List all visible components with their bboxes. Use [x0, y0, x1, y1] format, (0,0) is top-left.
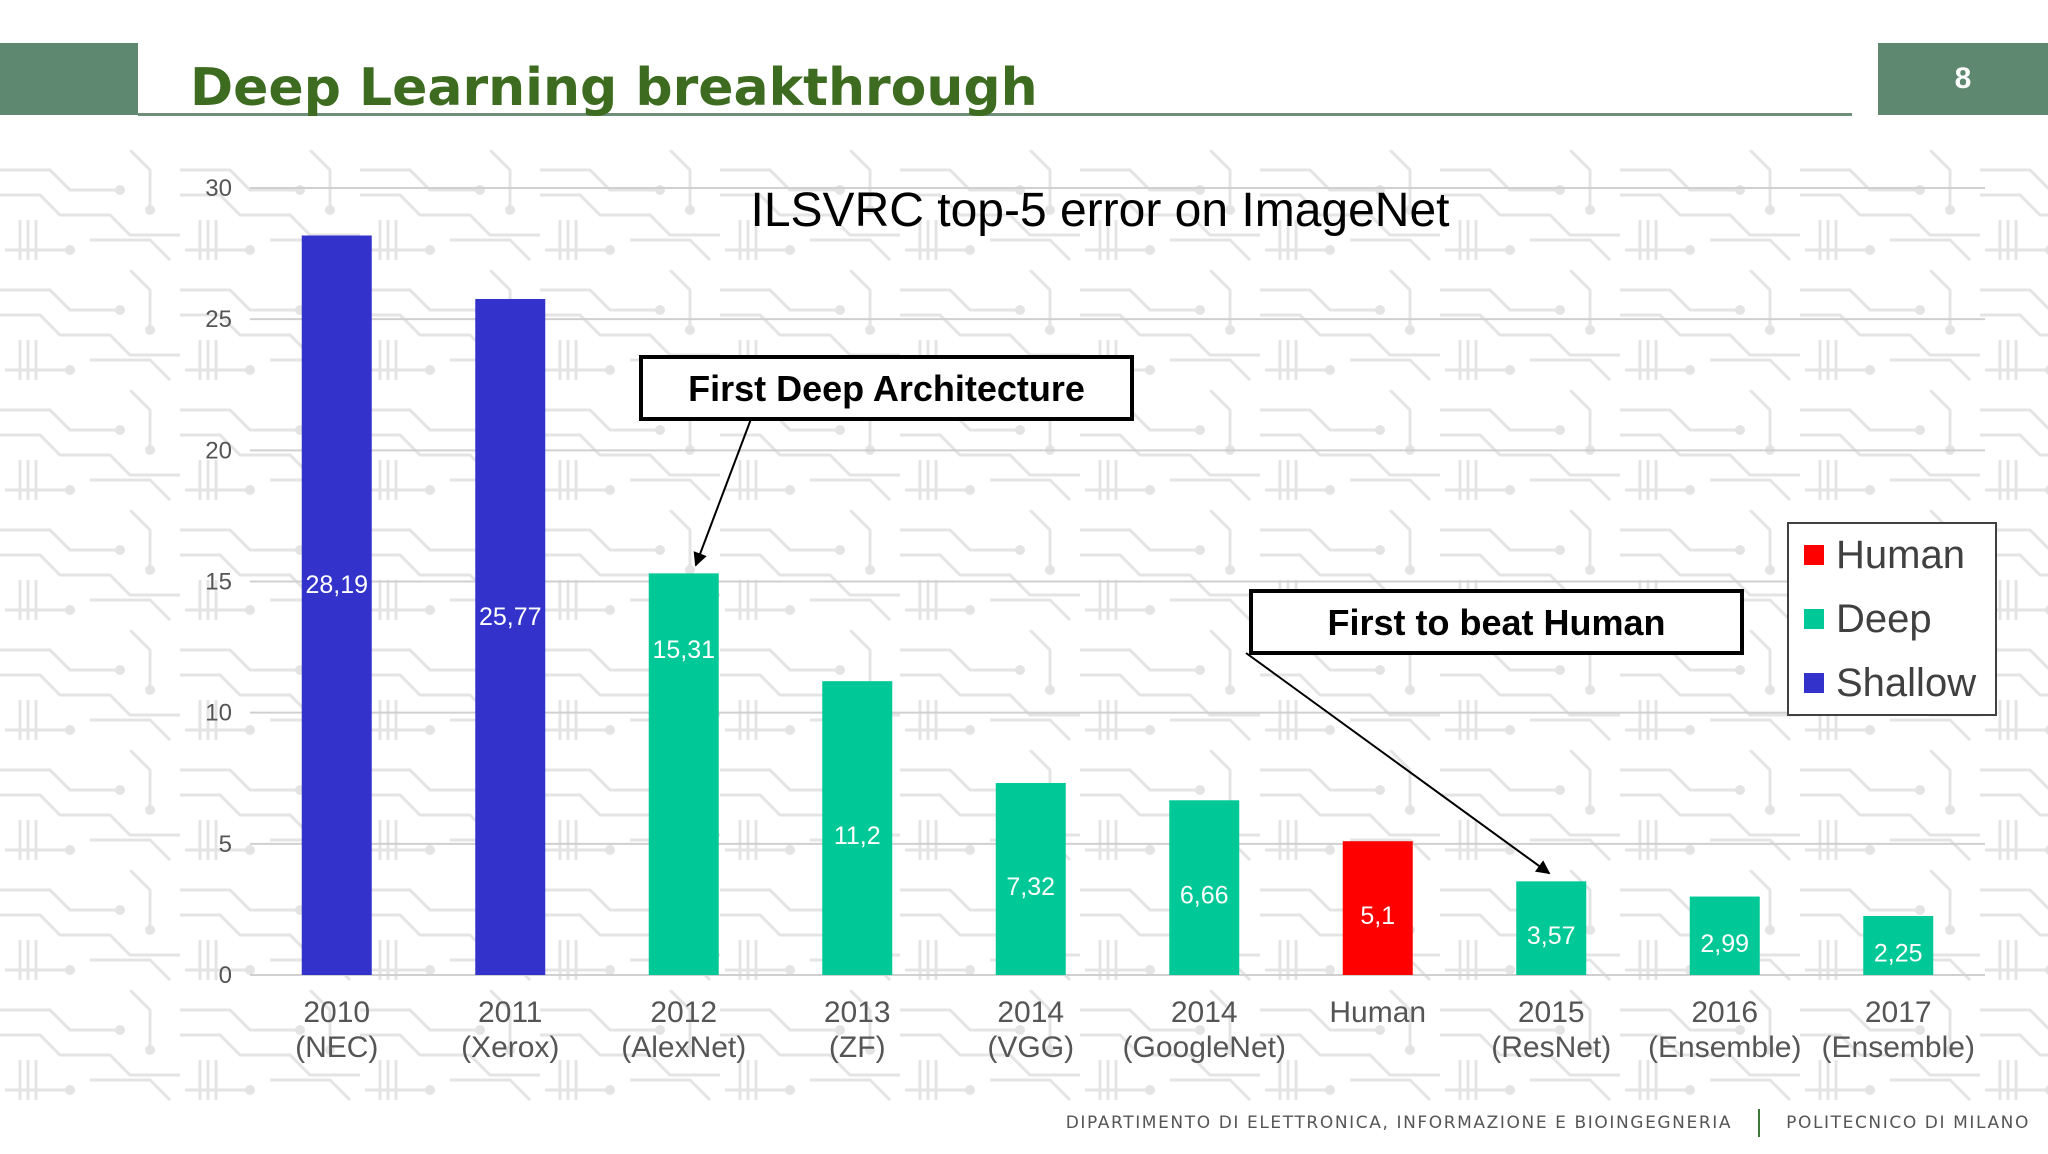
bar [1516, 881, 1587, 975]
y-tick-label: 20 [205, 437, 232, 464]
bar-value-label: 6,66 [1180, 882, 1229, 910]
slide-title: Deep Learning breakthrough [190, 58, 1038, 118]
footer-department: DIPARTIMENTO DI ELETTRONICA, INFORMAZION… [1065, 1113, 1733, 1133]
bar [1863, 915, 1934, 975]
bar-value-label: 2,99 [1700, 930, 1749, 958]
x-tick-label: 2016 [1691, 996, 1758, 1029]
x-tick-sublabel: (Ensemble) [1822, 1031, 1975, 1064]
x-tick-label: 2012 [650, 996, 717, 1029]
legend-label: Human [1836, 533, 1965, 577]
bar [475, 298, 546, 975]
footer-separator [1758, 1109, 1761, 1137]
x-tick-label: 2014 [997, 996, 1064, 1029]
bar [1169, 800, 1240, 975]
annotation-arrow [693, 418, 752, 567]
legend-swatch [1804, 673, 1824, 693]
annotation-label: First to beat Human [1327, 602, 1665, 643]
bar [1342, 841, 1413, 975]
annotation-box [1249, 589, 1744, 655]
header-accent-right [1878, 43, 2048, 115]
x-tick-sublabel: (ZF) [829, 1031, 886, 1064]
y-tick-label: 15 [205, 569, 232, 596]
y-tick-label: 30 [205, 175, 232, 202]
x-tick-sublabel: (VGG) [987, 1031, 1074, 1064]
legend-swatch [1804, 545, 1824, 565]
y-tick-label: 0 [219, 962, 232, 989]
bar-value-label: 11,2 [834, 822, 881, 850]
annotation-label: First Deep Architecture [688, 368, 1085, 409]
bar-value-label: 15,31 [652, 636, 715, 664]
bar-value-label: 2,25 [1874, 939, 1923, 967]
x-tick-label: 2011 [478, 996, 543, 1029]
annotation-box [639, 355, 1134, 421]
chart-title: ILSVRC top-5 error on ImageNet [751, 184, 1450, 237]
bar [995, 782, 1066, 975]
y-tick-label: 5 [219, 831, 232, 858]
x-tick-label: 2015 [1518, 996, 1585, 1029]
bar [648, 573, 719, 975]
footer-institution: POLITECNICO DI MILANO [1786, 1113, 2030, 1133]
header-accent-left [0, 43, 138, 115]
title-underline [138, 113, 1852, 116]
bar-value-label: 3,57 [1527, 922, 1576, 950]
x-tick-label: Human [1329, 996, 1426, 1029]
bar-value-label: 7,32 [1006, 873, 1055, 901]
y-tick-label: 10 [205, 700, 232, 727]
bar-value-label: 28,19 [305, 571, 368, 599]
legend-swatch [1804, 609, 1824, 629]
x-tick-sublabel: (Ensemble) [1648, 1031, 1801, 1064]
bar [822, 681, 893, 975]
legend-label: Shallow [1836, 661, 1976, 705]
bar [301, 235, 372, 976]
x-tick-label: 2017 [1865, 996, 1932, 1029]
x-tick-label: 2010 [303, 996, 370, 1029]
x-tick-sublabel: (NEC) [295, 1031, 378, 1064]
x-tick-sublabel: (ResNet) [1491, 1031, 1611, 1064]
page-number: 8 [1954, 62, 1972, 95]
x-tick-sublabel: (GoogleNet) [1123, 1031, 1286, 1064]
annotation-arrow [1245, 652, 1551, 875]
x-tick-sublabel: (Xerox) [461, 1031, 559, 1064]
bar-value-label: 5,1 [1360, 902, 1395, 930]
legend-label: Deep [1836, 597, 1932, 641]
footer: DIPARTIMENTO DI ELETTRONICA, INFORMAZION… [1000, 1108, 2030, 1138]
x-tick-sublabel: (AlexNet) [621, 1031, 746, 1064]
x-tick-label: 2013 [824, 996, 891, 1029]
x-tick-label: 2014 [1171, 996, 1238, 1029]
bar-value-label: 25,77 [479, 603, 542, 631]
bar [1689, 896, 1760, 975]
y-tick-label: 25 [205, 306, 232, 333]
